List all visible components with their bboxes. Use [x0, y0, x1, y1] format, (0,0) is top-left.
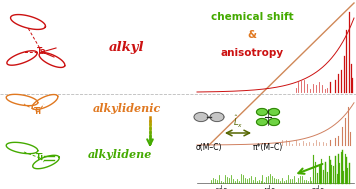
Text: σ(M–C): σ(M–C) — [196, 143, 222, 152]
Text: alkyl: alkyl — [109, 42, 145, 54]
Text: Ti: Ti — [36, 153, 44, 163]
Text: 200: 200 — [311, 188, 324, 189]
Polygon shape — [268, 119, 279, 125]
Polygon shape — [257, 108, 267, 115]
Polygon shape — [268, 108, 279, 115]
Text: alkylidenic: alkylidenic — [93, 102, 161, 114]
Text: 600: 600 — [214, 188, 228, 189]
Polygon shape — [257, 119, 267, 125]
Text: chemical shift: chemical shift — [211, 12, 293, 22]
Text: &: & — [247, 30, 257, 40]
Text: 400: 400 — [263, 188, 276, 189]
Polygon shape — [194, 112, 208, 122]
Text: [ppm]: [ppm] — [355, 188, 356, 189]
Text: π*(M–C): π*(M–C) — [253, 143, 283, 152]
Text: Ti: Ti — [34, 108, 42, 116]
Text: $\hat{L}_x$: $\hat{L}_x$ — [233, 114, 243, 130]
Text: Ta: Ta — [37, 47, 47, 57]
Text: anisotropy: anisotropy — [220, 48, 284, 58]
Text: alkylidene: alkylidene — [88, 149, 152, 160]
Polygon shape — [210, 112, 224, 122]
